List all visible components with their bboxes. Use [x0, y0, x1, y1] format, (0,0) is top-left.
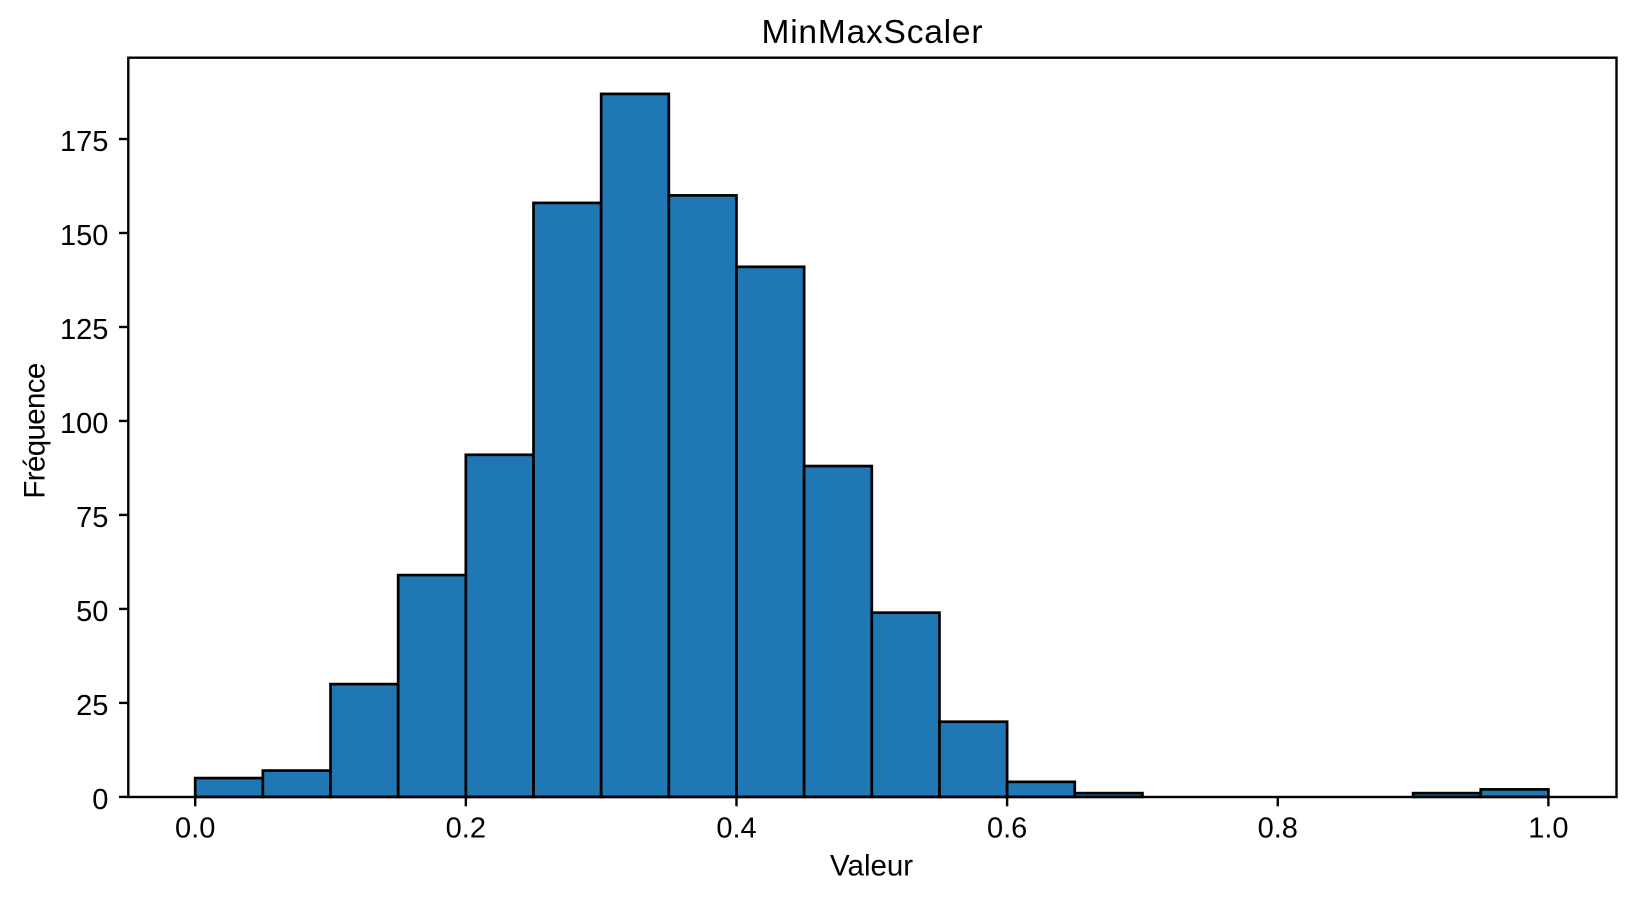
svg-text:150: 150 [60, 220, 108, 252]
svg-text:0.2: 0.2 [446, 812, 486, 844]
svg-text:0: 0 [92, 784, 108, 816]
svg-text:125: 125 [60, 314, 108, 346]
svg-text:1.0: 1.0 [1528, 812, 1568, 844]
svg-text:100: 100 [60, 408, 108, 440]
svg-text:75: 75 [76, 502, 108, 534]
svg-text:175: 175 [60, 126, 108, 158]
svg-text:0.4: 0.4 [716, 812, 756, 844]
svg-text:0.8: 0.8 [1258, 812, 1298, 844]
svg-text:50: 50 [76, 596, 108, 628]
svg-text:Fréquence: Fréquence [19, 363, 52, 498]
svg-text:Valeur: Valeur [830, 850, 913, 883]
svg-text:0.6: 0.6 [987, 812, 1027, 844]
svg-text:MinMaxScaler: MinMaxScaler [761, 14, 983, 51]
svg-text:25: 25 [76, 690, 108, 722]
svg-text:0.0: 0.0 [175, 812, 215, 844]
